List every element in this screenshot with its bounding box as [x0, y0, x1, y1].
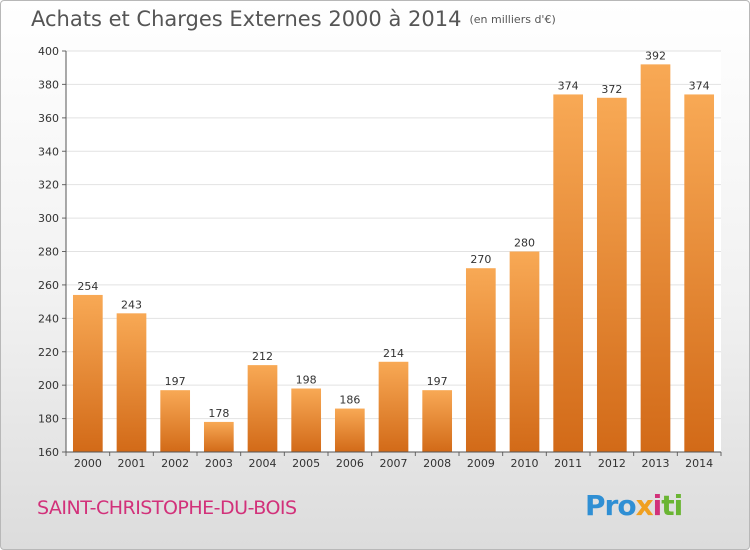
bar-value-label: 254 — [77, 280, 98, 293]
y-tick-label: 180 — [38, 413, 59, 426]
logo-part-2: x — [635, 489, 654, 522]
bar — [553, 94, 584, 453]
bar-value-label: 270 — [470, 253, 491, 266]
bar — [247, 365, 278, 452]
bar-value-label: 197 — [165, 375, 186, 388]
bar — [465, 268, 496, 452]
x-tick-label: 2000 — [74, 457, 102, 470]
bar-value-label: 374 — [558, 79, 579, 92]
y-tick-label: 200 — [38, 379, 59, 392]
x-tick-label: 2002 — [161, 457, 189, 470]
x-tick-label: 2004 — [249, 457, 277, 470]
x-tick-label: 2006 — [336, 457, 364, 470]
logo-part-4: ti — [661, 489, 683, 522]
bar-value-label: 186 — [339, 394, 360, 407]
logo-part-3: i — [652, 489, 663, 522]
x-tick-label: 2001 — [118, 457, 146, 470]
bar — [116, 313, 147, 452]
y-tick-label: 340 — [38, 145, 59, 158]
x-tick-label: 2003 — [205, 457, 233, 470]
bar-value-label: 212 — [252, 350, 273, 363]
y-tick-label: 400 — [38, 45, 59, 58]
bar-value-label: 197 — [427, 375, 448, 388]
y-tick-label: 300 — [38, 212, 59, 225]
bar — [422, 390, 453, 452]
chart-title: Achats et Charges Externes 2000 à 2014 (e… — [31, 7, 556, 31]
bar-value-label: 392 — [645, 49, 666, 62]
x-tick-label: 2008 — [423, 457, 451, 470]
y-tick-label: 220 — [38, 346, 59, 359]
bar-value-label: 372 — [601, 83, 622, 96]
bar-value-label: 243 — [121, 298, 142, 311]
x-tick-label: 2011 — [554, 457, 582, 470]
bar-value-label: 198 — [296, 374, 317, 387]
bar-value-label: 280 — [514, 237, 535, 250]
bar — [640, 64, 671, 452]
y-tick-label: 320 — [38, 179, 59, 192]
bar — [203, 421, 234, 452]
y-tick-label: 160 — [38, 446, 59, 459]
x-tick-label: 2005 — [292, 457, 320, 470]
bar-value-label: 178 — [208, 407, 229, 420]
logo-part-1: Pro — [585, 489, 637, 522]
bar — [160, 390, 191, 452]
chart-title-main: Achats et Charges Externes 2000 à 2014 — [31, 7, 462, 31]
y-tick-label: 380 — [38, 78, 59, 91]
proxiti-logo[interactable]: Proxiti — [585, 489, 683, 522]
bars: 254 243 197 178 212 198 186 214 197 270 280 374 372 3… — [72, 49, 715, 453]
x-tick-label: 2007 — [380, 457, 408, 470]
x-tick-label: 2014 — [685, 457, 713, 470]
bar — [378, 361, 409, 452]
y-tick-label: 260 — [38, 279, 59, 292]
y-tick-label: 240 — [38, 312, 59, 325]
bar — [596, 97, 627, 453]
y-tick-label: 360 — [38, 112, 59, 125]
y-tick-label: 280 — [38, 246, 59, 259]
chart-subtitle: (en milliers d'€) — [469, 13, 556, 26]
bar — [72, 294, 103, 452]
bar-value-label: 214 — [383, 347, 404, 360]
bar — [291, 388, 322, 452]
commune-name: SAINT-CHRISTOPHE-DU-BOIS — [37, 497, 297, 519]
axes: 160 180 200 220 240 260 280 300 320 340 360 380 400 2… — [38, 45, 722, 470]
x-tick-label: 2012 — [598, 457, 626, 470]
bar-value-label: 374 — [689, 79, 710, 92]
x-tick-label: 2010 — [511, 457, 539, 470]
bar — [509, 251, 540, 452]
x-tick-label: 2009 — [467, 457, 495, 470]
x-tick-label: 2013 — [642, 457, 670, 470]
bar — [684, 94, 715, 453]
bar — [334, 408, 365, 452]
